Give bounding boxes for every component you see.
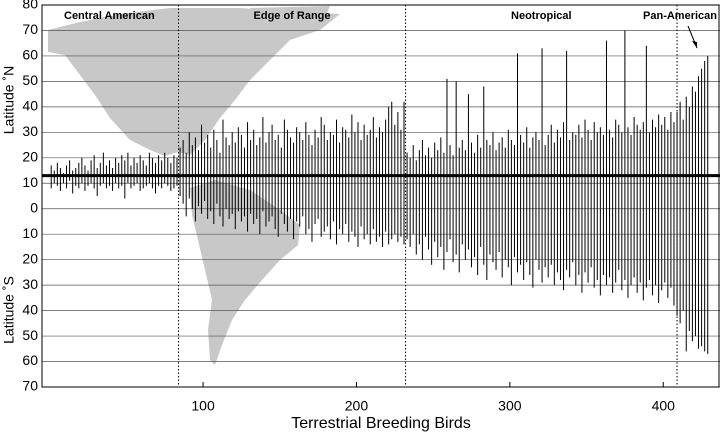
south-america	[190, 180, 300, 365]
y-tick-label: 50	[22, 327, 38, 343]
greenland	[250, 6, 330, 38]
x-tick-label: 100	[191, 398, 215, 414]
y-tick-label: 40	[22, 98, 38, 114]
y-tick-label: 50	[22, 72, 38, 88]
y-tick-label: 30	[22, 123, 38, 139]
y-tick-label: 30	[22, 276, 38, 292]
north-america	[48, 8, 340, 156]
section-label: Central American	[64, 10, 155, 22]
annotation-arrowhead	[692, 41, 697, 48]
y-axis-label: Latitude ˚S	[1, 276, 17, 344]
y-axis-label: Latitude ˚N	[1, 66, 17, 134]
y-tick-label: 60	[22, 47, 38, 63]
x-tick-label: 200	[345, 398, 369, 414]
section-label: Pan-American	[643, 10, 717, 22]
y-tick-label: 70	[22, 21, 38, 37]
section-label: Neotropical	[511, 10, 572, 22]
y-tick-label: 70	[22, 378, 38, 394]
x-axis-label: Terrestrial Breeding Birds	[291, 415, 471, 432]
y-tick-label: 0	[30, 199, 38, 215]
y-tick-label: 60	[22, 352, 38, 368]
map-background	[48, 6, 340, 365]
y-tick-label: 40	[22, 301, 38, 317]
x-tick-label: 300	[498, 398, 522, 414]
y-tick-label: 20	[22, 149, 38, 165]
y-tick-label: 80	[22, 0, 38, 12]
y-tick-label: 10	[22, 174, 38, 190]
y-tick-label: 10	[22, 225, 38, 241]
section-label: Edge of Range	[254, 10, 331, 22]
plot-frame	[41, 4, 720, 388]
x-tick-label: 400	[652, 398, 676, 414]
y-tick-label: 20	[22, 250, 38, 266]
